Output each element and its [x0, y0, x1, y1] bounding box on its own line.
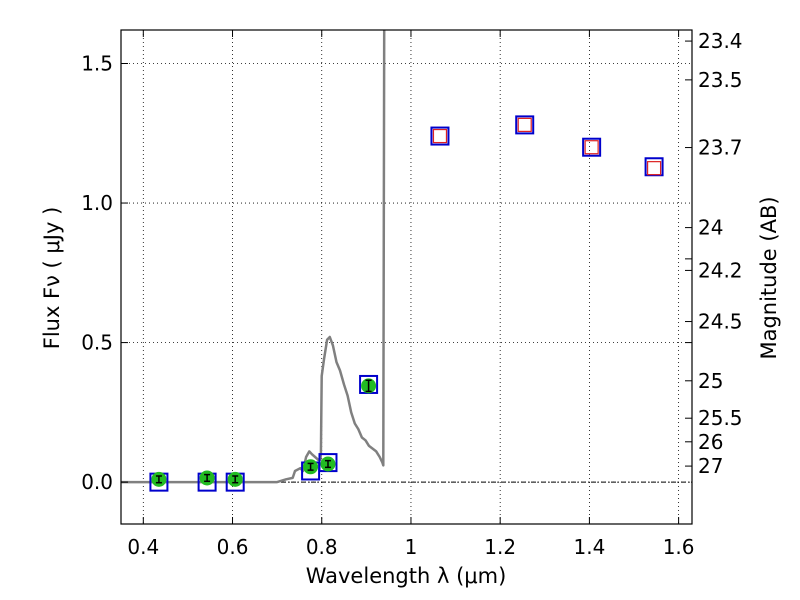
y2-tick-label: 25: [698, 369, 723, 393]
y2-tick-label: 24: [698, 216, 723, 240]
y-tick-label: 0.0: [81, 470, 113, 494]
upper-limit-point: [646, 161, 662, 176]
markers: [149, 115, 664, 492]
model-point: [644, 157, 664, 177]
x-tick-label: 1.2: [484, 535, 516, 559]
y-axis-label: Flux Fν ( μJy ): [40, 207, 64, 350]
x-tick-label: 1.4: [573, 535, 605, 559]
model-point: [582, 137, 602, 157]
y2-tick-label: 25.5: [698, 406, 743, 430]
y2-tick-label: 26: [698, 430, 723, 454]
x-tick-label: 0.6: [217, 535, 249, 559]
y2-axis-label: Magnitude (AB): [757, 196, 781, 359]
x-tick-label: 0.4: [127, 535, 159, 559]
x-tick-label: 0.8: [306, 535, 338, 559]
y2-tick-label: 23.7: [698, 136, 743, 160]
plot-frame: [120, 29, 693, 525]
x-tick-label: 1.6: [663, 535, 695, 559]
y-tick-label: 1.5: [81, 51, 113, 75]
y2-tick-label: 24.5: [698, 310, 743, 334]
upper-limit-point: [584, 140, 599, 155]
upper-limit-point: [432, 128, 448, 144]
tick-labels: 0.4 0.6 0.8 1 1.2 1.4 1.6 0.0 0.5 1.0 1.5 23.4 23.5 2…: [81, 29, 742, 559]
upper-limit-point: [517, 117, 532, 132]
x-tick-label: 1: [405, 535, 418, 559]
y-tick-label: 1.0: [81, 191, 113, 215]
model-point: [515, 115, 535, 135]
y2-tick-label: 24.2: [698, 258, 743, 282]
x-axis-label: Wavelength λ (μm): [306, 564, 507, 588]
y2-tick-label: 27: [698, 454, 723, 478]
model-point: [430, 126, 450, 146]
y-tick-label: 0.5: [81, 331, 113, 355]
y2-tick-label: 23.5: [698, 68, 743, 92]
y2-tick-label: 23.4: [698, 29, 743, 53]
ticks: [121, 30, 692, 524]
